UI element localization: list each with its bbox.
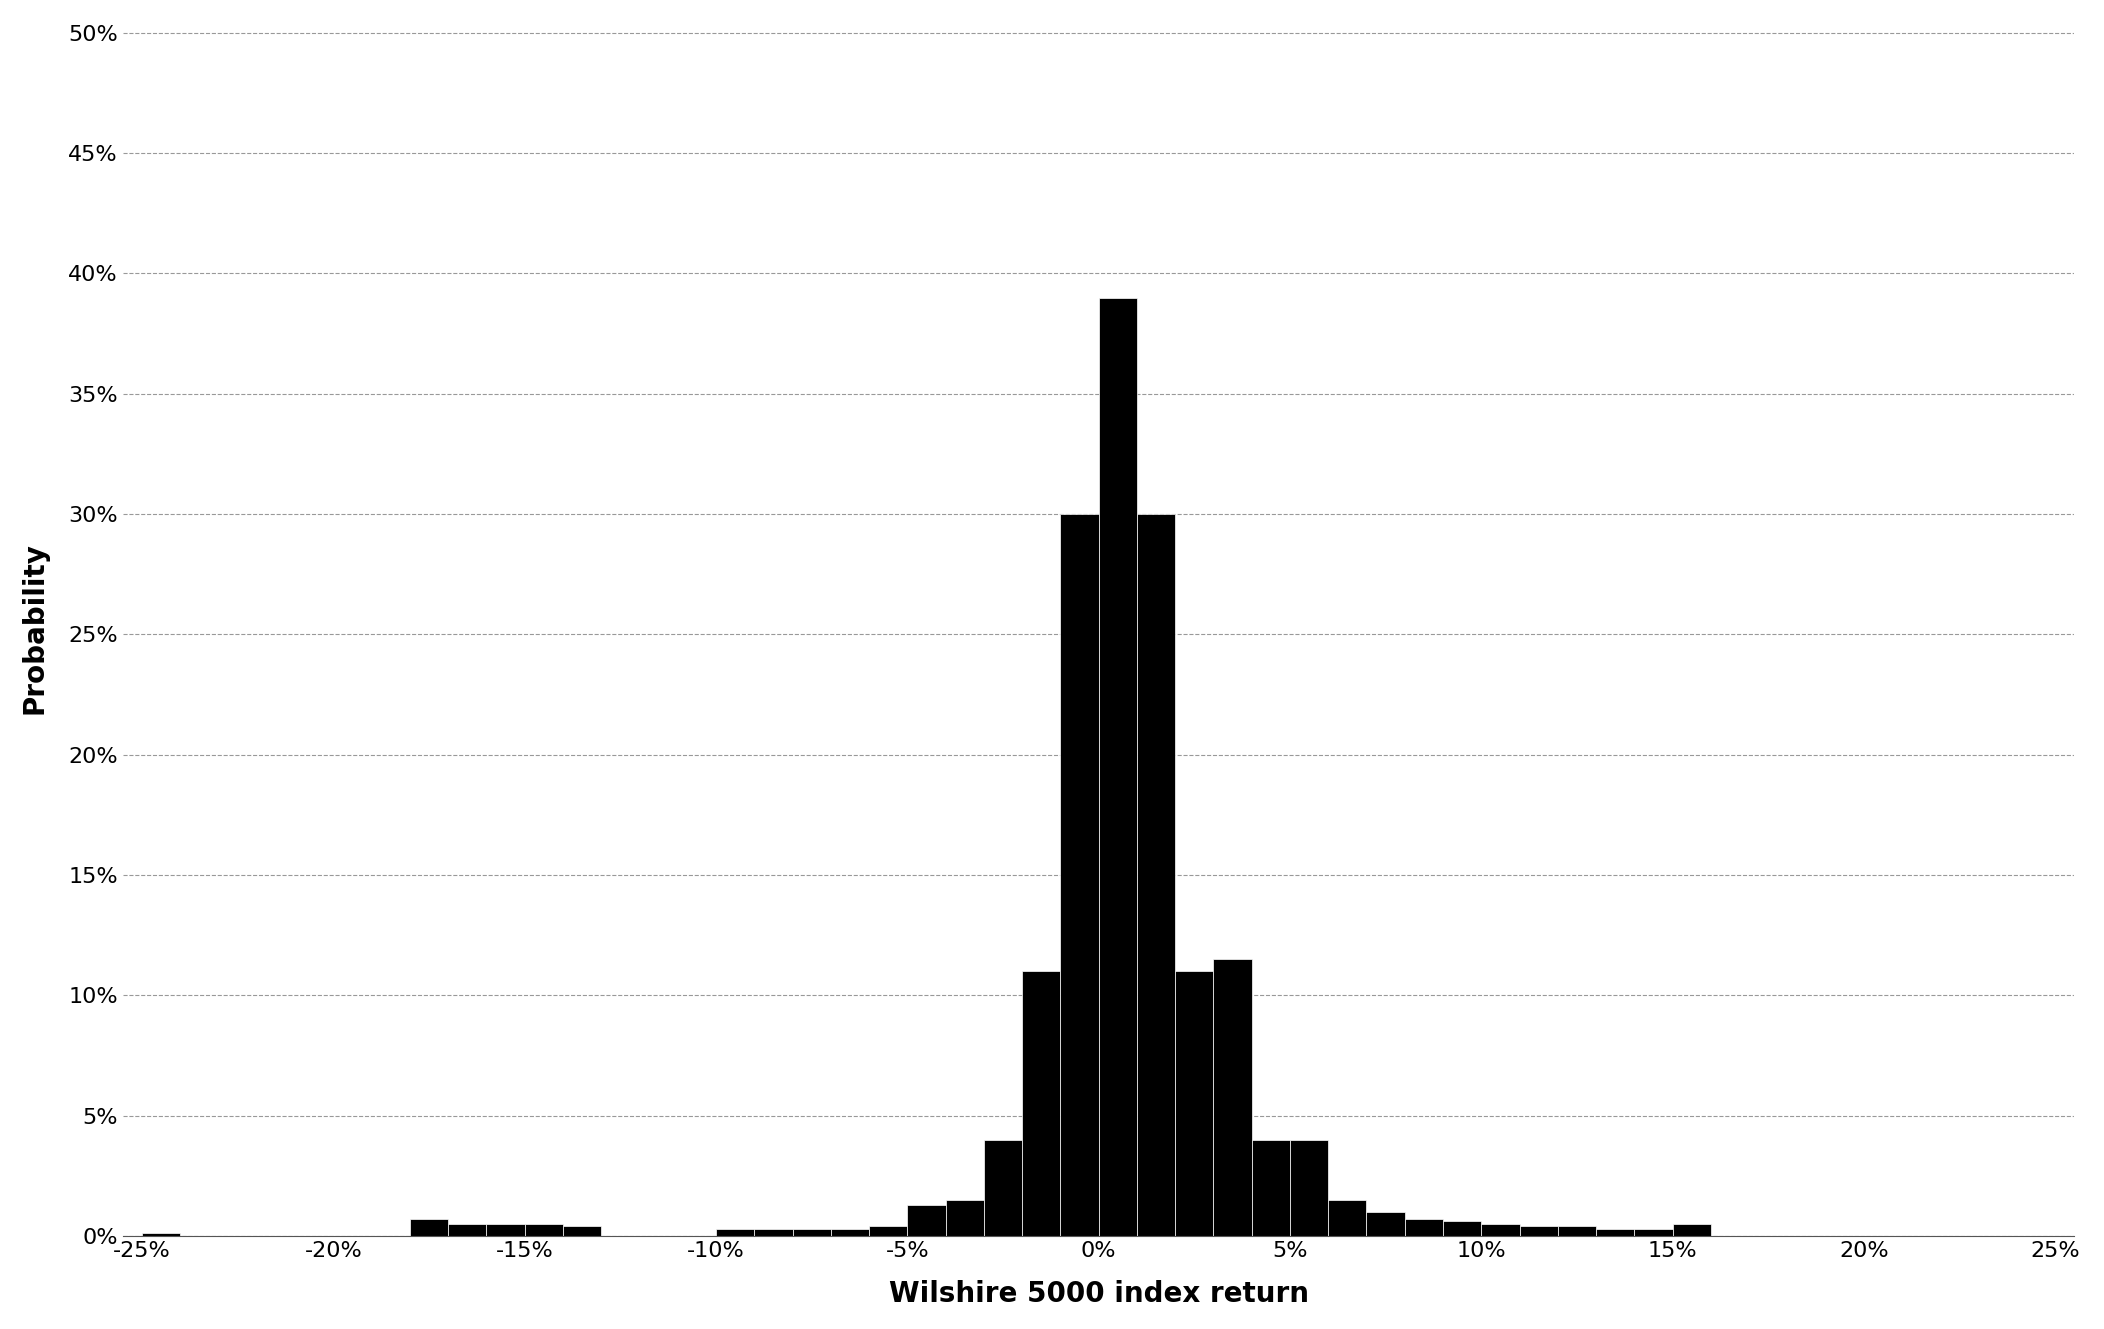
Bar [753,1228,793,1236]
Bar [486,1224,524,1236]
X-axis label: Wilshire 5000 index return: Wilshire 5000 index return [888,1280,1309,1308]
Bar [1443,1221,1481,1236]
Bar [1136,514,1176,1236]
Bar [1290,1140,1328,1236]
Y-axis label: Probability: Probability [21,542,48,714]
Bar [869,1227,907,1236]
Bar [831,1228,869,1236]
Bar [143,1233,181,1236]
Bar [1176,971,1214,1236]
Bar [1252,1140,1290,1236]
Bar [1365,1212,1405,1236]
Bar [410,1219,448,1236]
Bar [1214,960,1252,1236]
Bar [907,1204,945,1236]
Bar [1635,1228,1673,1236]
Bar [564,1227,602,1236]
Bar [1597,1228,1635,1236]
Bar [1673,1224,1711,1236]
Bar [1405,1219,1443,1236]
Bar [1023,971,1060,1236]
Bar [1481,1224,1519,1236]
Bar [945,1200,985,1236]
Bar [715,1228,753,1236]
Bar [1060,514,1098,1236]
Bar [448,1224,486,1236]
Bar [1328,1200,1365,1236]
Bar [1098,298,1136,1236]
Bar [1557,1227,1597,1236]
Bar [793,1228,831,1236]
Bar [985,1140,1023,1236]
Bar [1519,1227,1557,1236]
Bar [524,1224,564,1236]
